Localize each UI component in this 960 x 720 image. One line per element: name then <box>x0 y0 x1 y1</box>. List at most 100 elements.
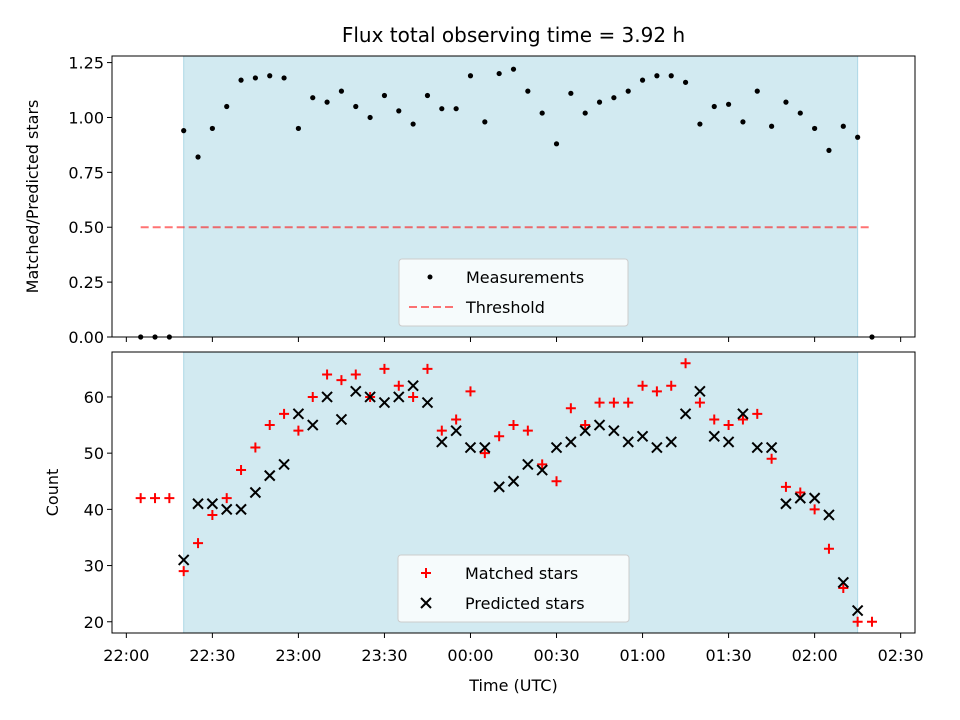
matched-star-point <box>723 420 734 431</box>
y-tick-label: 0.25 <box>68 273 104 292</box>
predicted-star-point <box>565 436 577 448</box>
predicted-star-point <box>278 458 290 471</box>
measurement-point <box>224 103 230 110</box>
predicted-star-point <box>851 604 864 617</box>
measurement-point <box>525 88 531 94</box>
matched-star-point <box>135 493 146 504</box>
matched-star-point <box>623 397 634 408</box>
bottom-panel: 20 30 40 50 60 22:00 22:30 23:00 23:30 00:00 00:3… <box>43 351 924 695</box>
matched-star-point <box>250 442 261 453</box>
measurement-point <box>783 99 789 105</box>
measurement-point <box>855 134 861 140</box>
predicted-star-point <box>808 492 821 504</box>
measurement-point <box>812 125 818 132</box>
legend-marker-predicted-stars <box>420 597 432 609</box>
legend-box <box>397 554 630 623</box>
y-tick-label: 1.25 <box>68 54 104 73</box>
x-tick-label: 00:30 <box>533 646 579 665</box>
measurement-point <box>697 121 703 127</box>
measurement-point <box>769 123 775 129</box>
measurement-point <box>439 106 445 112</box>
measurement-point <box>668 73 674 79</box>
matched-star-point <box>307 391 318 402</box>
measurement-point <box>754 88 760 94</box>
matched-star-point <box>766 453 777 464</box>
y-tick-label: 30 <box>84 557 104 576</box>
x-tick-label: 01:00 <box>619 646 665 665</box>
y-tick-label: 1.00 <box>68 108 104 127</box>
y-axis-label: Matched/Predicted stars <box>23 100 42 294</box>
measurement-point <box>740 119 746 125</box>
measurement-point <box>381 92 388 99</box>
x-tick-label: 22:00 <box>103 646 149 665</box>
legend-label-matched-stars: Matched stars <box>465 564 578 583</box>
predicted-star-point <box>206 498 219 510</box>
measurement-point <box>410 121 416 127</box>
measurement-point <box>367 114 373 121</box>
matched-star-point <box>350 369 361 380</box>
predicted-star-point <box>221 503 233 516</box>
matched-stars-points <box>135 358 877 627</box>
predicted-star-point <box>493 481 505 493</box>
chart-title: Flux total observing time = 3.92 h <box>342 23 685 47</box>
predicted-star-point <box>479 441 491 454</box>
predicted-star-point <box>292 408 305 420</box>
matched-star-point <box>221 493 232 504</box>
x-tick-label: 02:00 <box>792 646 838 665</box>
matched-star-point <box>666 380 677 391</box>
predicted-star-point <box>694 385 706 398</box>
measurement-point <box>639 77 646 83</box>
predicted-star-point <box>450 424 462 437</box>
measurement-point <box>252 75 258 81</box>
predicted-star-point <box>622 436 634 448</box>
x-axis-ticks <box>125 337 902 342</box>
predicted-stars-points <box>177 380 864 617</box>
measurement-point <box>725 101 732 107</box>
matched-star-point <box>594 397 605 408</box>
predicted-star-point <box>464 441 477 454</box>
matched-star-point <box>193 538 204 549</box>
measurement-point <box>682 79 689 85</box>
measurement-point <box>453 106 459 112</box>
matched-star-point <box>752 408 763 419</box>
predicted-star-point <box>751 441 763 454</box>
matched-star-point <box>551 476 562 487</box>
measurement-point <box>267 73 273 79</box>
y-tick-label: 0.75 <box>68 163 104 182</box>
predicted-star-point <box>837 576 850 589</box>
predicted-star-point <box>436 436 448 448</box>
matched-star-point <box>508 420 519 431</box>
measurement-point <box>482 119 488 125</box>
measurement-point <box>324 99 330 105</box>
measurement-point <box>424 92 431 99</box>
x-tick-label: 23:30 <box>361 646 407 665</box>
predicted-star-point <box>321 391 333 403</box>
measurement-point <box>582 110 588 116</box>
predicted-star-point <box>192 498 204 510</box>
y-tick-label: 0.50 <box>68 218 104 237</box>
measurement-point <box>553 141 560 147</box>
matched-star-point <box>823 543 834 554</box>
x-tick-label: 01:30 <box>706 646 752 665</box>
measurement-point <box>510 66 517 72</box>
matched-star-point <box>379 363 390 374</box>
measurement-point <box>181 128 187 134</box>
x-tick-label: 23:00 <box>275 646 321 665</box>
predicted-star-point <box>364 391 376 403</box>
matched-star-point <box>522 425 533 436</box>
predicted-star-point <box>651 441 663 454</box>
predicted-star-point <box>679 408 692 420</box>
measurement-point <box>797 110 803 116</box>
legend-label-measurements: Measurements <box>466 268 584 287</box>
measurement-point <box>310 95 316 101</box>
predicted-star-point <box>522 458 534 471</box>
matched-star-point <box>236 465 247 476</box>
predicted-star-point <box>636 430 649 443</box>
matched-star-point <box>164 493 175 504</box>
y-tick-label: 60 <box>84 388 104 407</box>
predicted-star-point <box>665 436 677 448</box>
matched-star-point <box>422 363 433 374</box>
y-tick-label: 20 <box>84 613 104 632</box>
predicted-star-point <box>722 436 735 448</box>
measurement-point <box>539 110 545 116</box>
